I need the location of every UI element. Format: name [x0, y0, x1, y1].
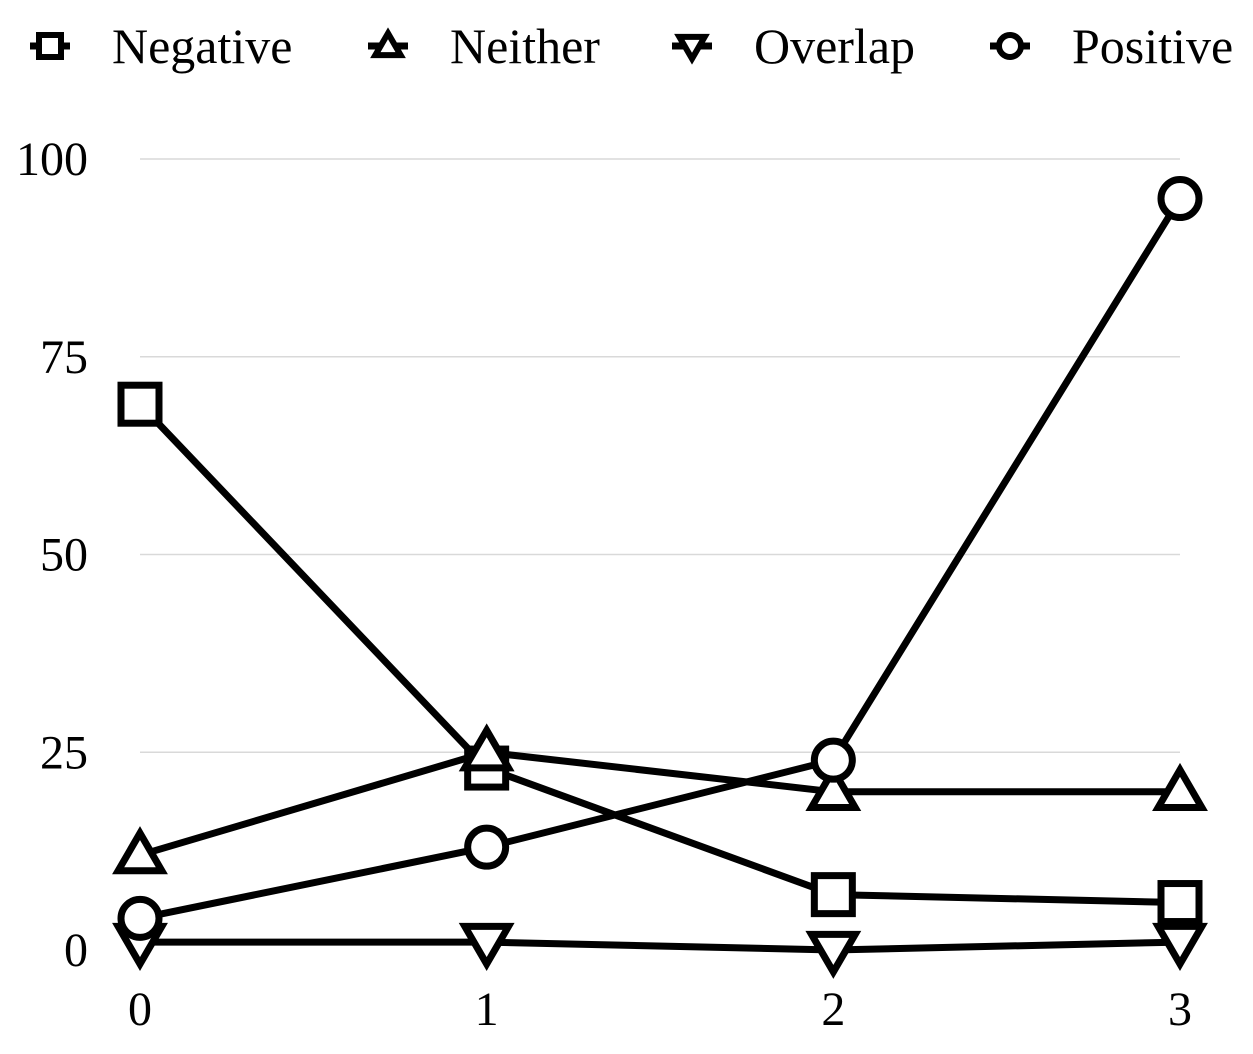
legend-marker-negative: [36, 32, 64, 60]
series-line-negative: [137, 401, 1181, 907]
x-tick-label: 3: [1168, 983, 1192, 1036]
data-point-neither: [112, 826, 168, 875]
x-tick-label: 0: [128, 983, 152, 1036]
data-point-positive: [117, 895, 163, 941]
y-tick-label: 75: [40, 331, 88, 384]
legend: Negative Neither Overlap Positive: [30, 18, 1233, 74]
data-point-overlap: [1152, 922, 1208, 972]
legend-marker-neither: [370, 27, 406, 59]
legend-label-overlap: Overlap: [754, 18, 915, 74]
y-tick-label: 50: [40, 529, 88, 582]
data-point-neither: [458, 723, 515, 772]
legend-item-negative: Negative: [30, 18, 292, 74]
data-point-negative: [810, 872, 856, 918]
legend-marker-overlap: [674, 33, 710, 65]
data-point-positive: [810, 737, 856, 783]
data-point-neither: [805, 762, 862, 811]
data-point-negative: [117, 381, 163, 427]
y-tick-label: 25: [40, 726, 88, 779]
legend-label-positive: Positive: [1072, 18, 1233, 74]
y-tick-label: 0: [64, 924, 88, 977]
series-line-positive: [139, 196, 1183, 922]
legend-label-negative: Negative: [112, 18, 292, 74]
data-point-positive: [464, 824, 510, 870]
data-point-positive: [1157, 176, 1203, 222]
legend-item-neither: Neither: [368, 18, 600, 74]
data-point-negative: [1157, 880, 1203, 926]
data-point-overlap: [805, 930, 862, 979]
legend-item-overlap: Overlap: [672, 18, 915, 74]
x-tick-label: 2: [821, 983, 845, 1036]
series-line-neither: [139, 748, 1180, 859]
y-tick-label: 100: [16, 133, 88, 186]
x-tick-label: 1: [475, 983, 499, 1036]
gridlines: [140, 158, 1180, 753]
series-lines: [137, 196, 1183, 954]
legend-item-positive: Positive: [990, 18, 1233, 74]
y-axis-ticks: 0 25 50 75 100: [16, 133, 88, 977]
series-markers: [112, 176, 1208, 979]
x-axis-ticks: 0 1 2 3: [128, 983, 1192, 1036]
series-line-overlap: [140, 938, 1181, 954]
data-point-neither: [1152, 762, 1208, 811]
data-point-overlap: [458, 922, 515, 972]
legend-label-neither: Neither: [450, 18, 600, 74]
legend-marker-positive: [996, 32, 1024, 60]
